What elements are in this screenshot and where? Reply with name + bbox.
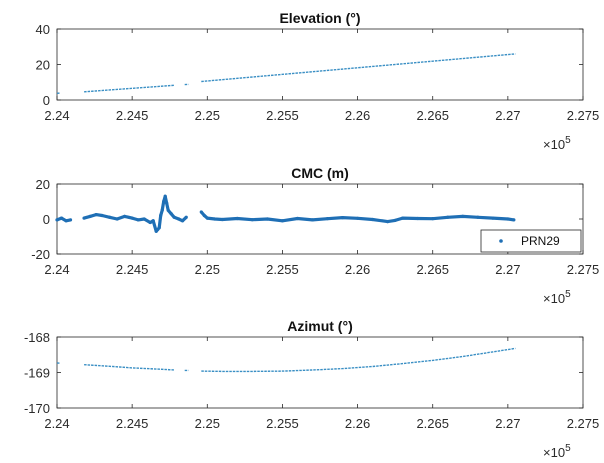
x-tick-label: 2.265 [416,416,449,431]
axes-box [56,28,584,101]
x-tick-label: 2.24 [44,416,69,431]
data-trace [84,84,175,93]
chart-title: Elevation (°) [279,10,360,26]
axes-box [56,336,584,409]
data-trace [84,364,175,371]
y-tick-label: -170 [24,401,50,416]
x-tick-label: 2.27 [495,262,520,277]
y-tick-label: -168 [24,330,50,345]
y-tick-label: 0 [43,212,50,227]
x-tick-label: 2.265 [416,262,449,277]
x-tick-label: 2.25 [195,416,220,431]
data-trace [200,210,515,224]
data-trace [201,53,516,83]
x-tick-label: 2.27 [495,416,520,431]
legend: PRN29 [480,229,582,253]
chart-title: Azimut (°) [287,318,352,334]
x-tick-label: 2.27 [495,108,520,123]
y-tick-label: -20 [31,247,50,262]
legend-box [480,229,582,253]
y-tick-label: 20 [36,58,50,73]
x-tick-label: 2.26 [345,416,370,431]
y-tick-label: 0 [43,93,50,108]
subplot-3: Azimut (°) 2.24 2.245 2.25 2.255 2.26 2.265 2.2… [24,318,599,460]
x-multiplier: ×105 [543,289,571,306]
legend-label: PRN29 [521,234,560,248]
legend-marker [499,239,503,243]
y-tick-label: 40 [36,22,50,37]
x-tick-label: 2.25 [195,108,220,123]
y-tick-label: -169 [24,366,50,381]
x-tick-label: 2.24 [44,108,69,123]
x-tick-label: 2.245 [116,416,149,431]
subplot-2: CMC (m) 2.24 2.245 2.25 2.255 2.26 2.265 2.27 2.… [31,165,599,306]
data-trace [201,347,516,373]
x-tick-label: 2.26 [345,108,370,123]
x-tick-label: 2.255 [266,416,299,431]
subplot-1: Elevation (°) 2.24 2.245 2.25 2.255 2.26 2.265… [36,10,600,152]
y-tick-label: 20 [36,177,50,192]
x-tick-label: 2.25 [195,262,220,277]
x-multiplier: ×105 [543,443,571,460]
data-trace [56,216,71,223]
x-tick-label: 2.245 [116,108,149,123]
x-tick-label: 2.26 [345,262,370,277]
chart-title: CMC (m) [291,165,349,181]
x-tick-label: 2.24 [44,262,69,277]
x-tick-label: 2.275 [567,416,600,431]
x-tick-label: 2.275 [567,108,600,123]
data-trace [83,194,188,233]
x-tick-label: 2.255 [266,262,299,277]
x-tick-label: 2.275 [567,262,600,277]
x-tick-label: 2.255 [266,108,299,123]
x-tick-label: 2.245 [116,262,149,277]
x-tick-label: 2.265 [416,108,449,123]
x-multiplier: ×105 [543,135,571,152]
